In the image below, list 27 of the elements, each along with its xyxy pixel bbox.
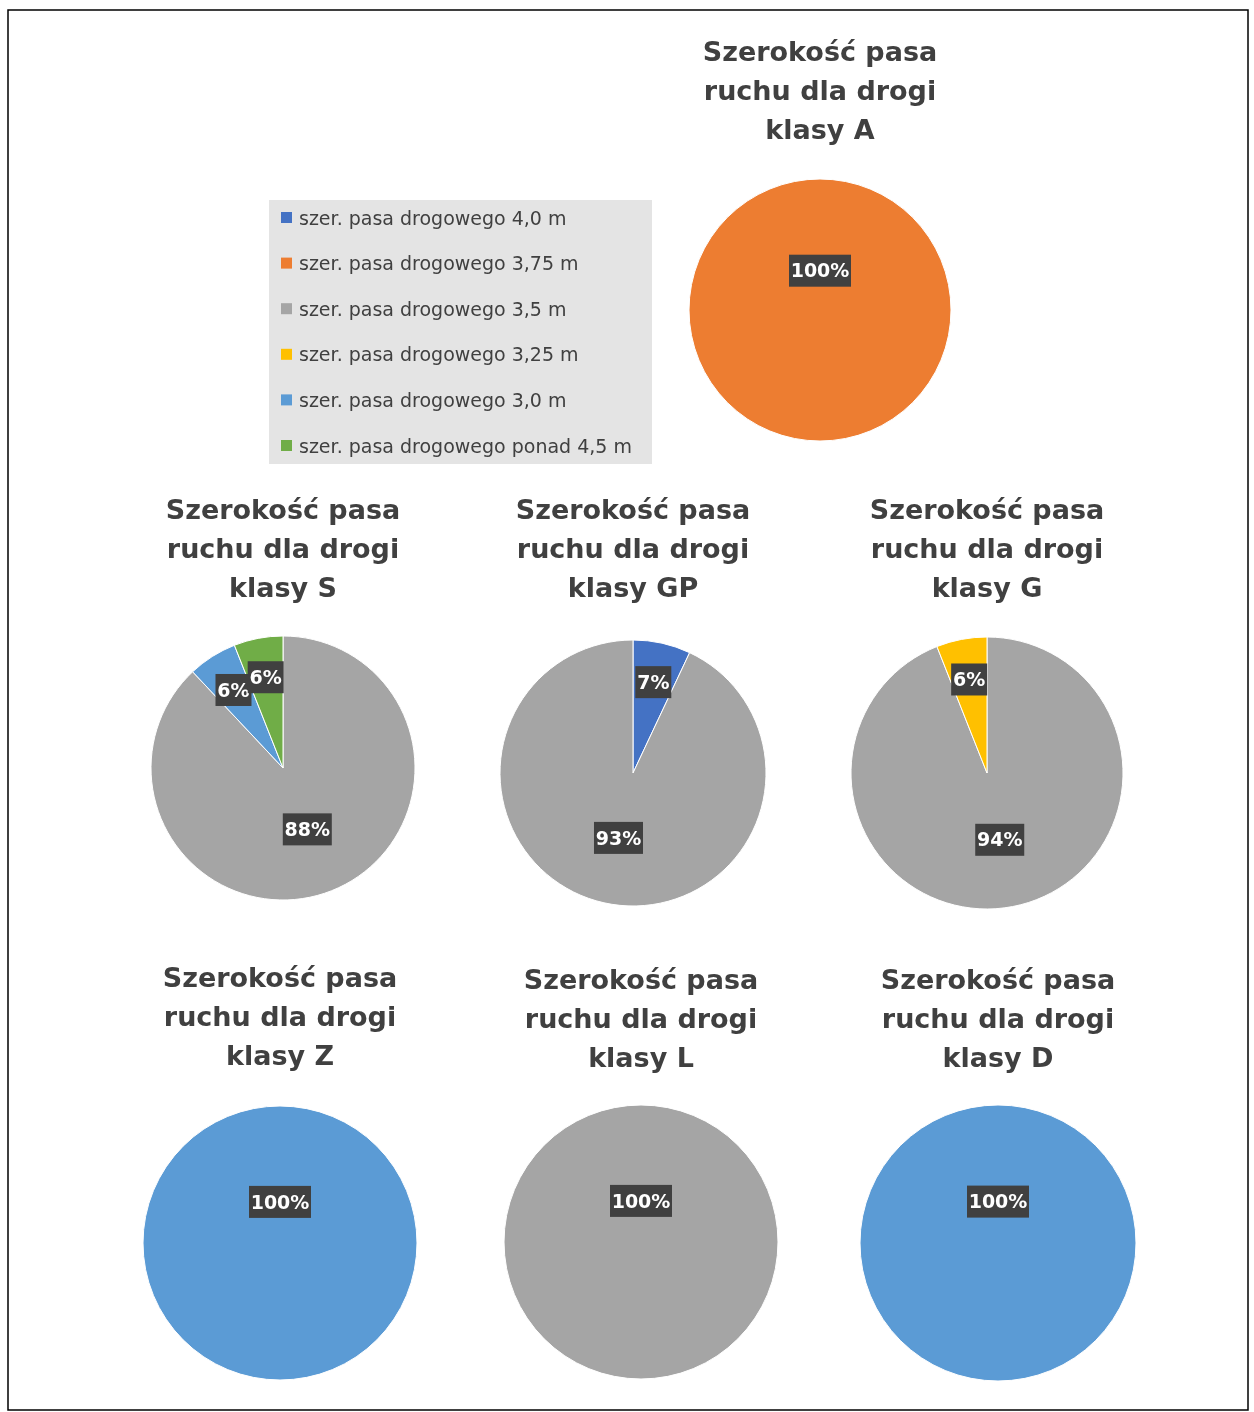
data-label: 94% <box>977 828 1023 851</box>
chart-title: Szerokość pasa ruchu dla drogi klasy G <box>869 494 1105 604</box>
data-label: 100% <box>968 1190 1028 1213</box>
chart-title: Szerokość pasa ruchu dla drogi klasy S <box>165 494 401 604</box>
pie-slice <box>850 636 1124 910</box>
chart-title: Szerokość pasa ruchu dla drogi klasy Z <box>162 962 398 1072</box>
pie-slice <box>150 635 416 901</box>
chart-title: Szerokość pasa ruchu dla drogi klasy D <box>880 964 1116 1074</box>
legend-label: szer. pasa drogowego 3,0 m <box>299 389 567 412</box>
data-label: 93% <box>595 826 642 849</box>
data-label: 6% <box>217 678 250 701</box>
chart-title: Szerokość pasa ruchu dla drogi klasy L <box>523 964 759 1074</box>
legend-label: szer. pasa drogowego ponad 4,5 m <box>299 434 632 457</box>
data-label: 100% <box>790 259 850 282</box>
data-label: 6% <box>953 668 986 691</box>
legend-label: szer. pasa drogowego 4,0 m <box>299 206 567 229</box>
chart-title: Szerokość pasa ruchu dla drogi klasy GP <box>515 494 751 604</box>
data-label: 100% <box>611 1189 671 1212</box>
legend-label: szer. pasa drogowego 3,25 m <box>299 343 579 366</box>
data-label: 7% <box>637 670 670 693</box>
data-label: 100% <box>250 1190 310 1213</box>
chart-title: Szerokość pasa ruchu dla drogi klasy A <box>702 36 938 146</box>
pie-slice <box>499 639 767 907</box>
data-label: 6% <box>249 665 282 688</box>
data-label: 88% <box>284 818 331 841</box>
legend-label: szer. pasa drogowego 3,5 m <box>299 297 567 320</box>
legend-label: szer. pasa drogowego 3,75 m <box>299 252 579 275</box>
